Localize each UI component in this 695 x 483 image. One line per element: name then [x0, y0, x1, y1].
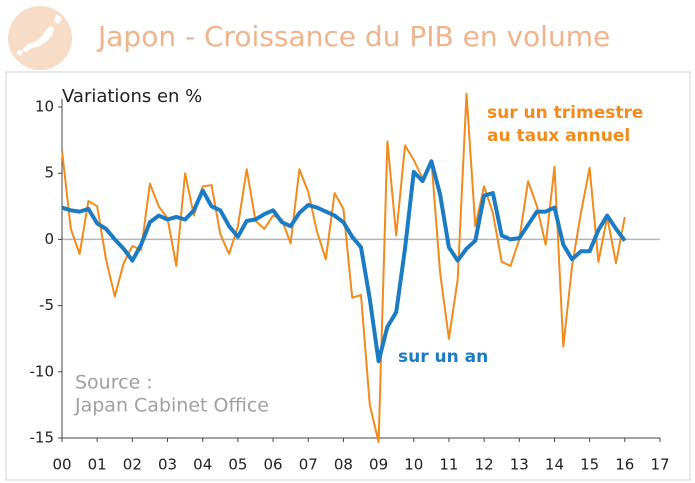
y-tick-label: -5 [39, 296, 54, 314]
x-tick-label: 05 [228, 456, 247, 474]
source: Japan Cabinet Office [74, 395, 269, 417]
x-tick-label: 00 [52, 456, 71, 474]
x-tick-label: 17 [650, 456, 669, 474]
series-label: au taux annuel [487, 126, 630, 146]
y-tick-label: 10 [35, 98, 54, 116]
x-tick-label: 03 [158, 456, 177, 474]
series-label: sur un trimestre [487, 103, 643, 123]
series-label: sur un an [398, 347, 488, 367]
series-line [61, 92, 626, 443]
y-tick-label: 5 [44, 164, 54, 182]
x-tick-label: 12 [475, 456, 494, 474]
x-tick-label: 14 [545, 456, 564, 474]
y-tick-label: -10 [30, 362, 55, 380]
x-tick-label: 16 [615, 456, 634, 474]
japan-icon [8, 6, 72, 70]
x-tick-label: 15 [580, 456, 599, 474]
y-axis-label: Variations en % [62, 86, 202, 107]
x-tick-label: 01 [88, 456, 107, 474]
x-tick-label: 13 [510, 456, 529, 474]
y-tick-label: 0 [44, 230, 54, 248]
x-tick-label: 09 [369, 456, 388, 474]
x-tick-label: 02 [123, 456, 142, 474]
x-tick-label: 08 [334, 456, 353, 474]
series-line [61, 159, 627, 364]
source: Source : [75, 372, 153, 394]
icon-map [17, 14, 62, 56]
x-tick-label: 11 [439, 456, 458, 474]
x-tick-label: 06 [264, 456, 283, 474]
y-tick-label: -15 [30, 429, 55, 447]
x-tick-label: 07 [299, 456, 318, 474]
chart-frame [5, 71, 691, 481]
x-tick-label: 10 [404, 456, 423, 474]
chart-title: Japon - Croissance du PIB en volume [96, 20, 610, 53]
x-tick-label: 04 [193, 456, 212, 474]
